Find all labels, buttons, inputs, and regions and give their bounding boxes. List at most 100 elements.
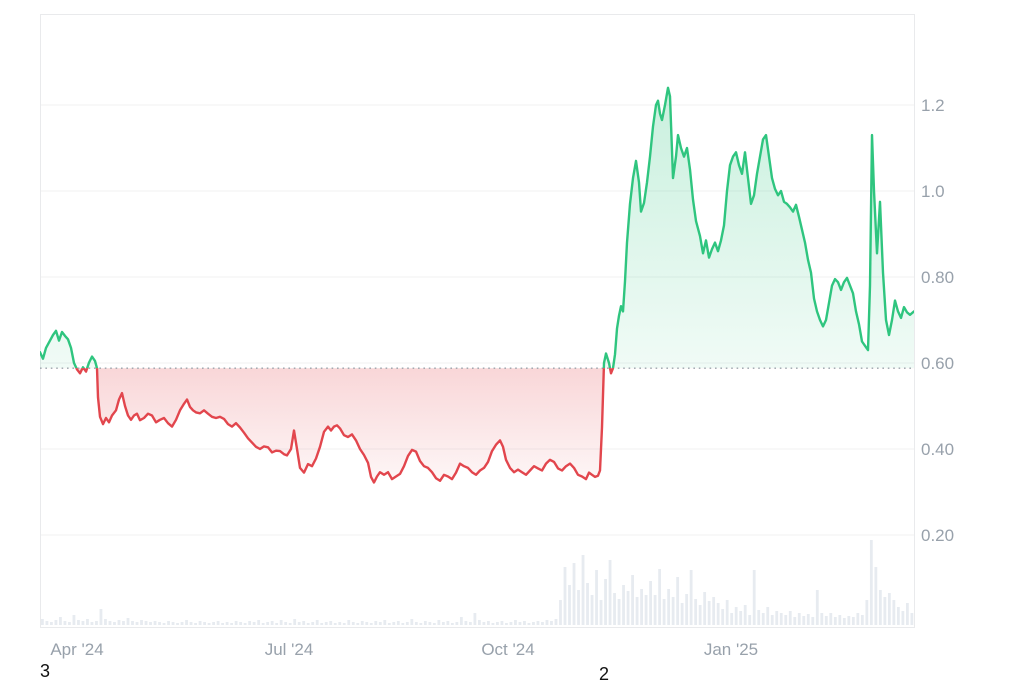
volume-bar (698, 605, 702, 625)
volume-bar (676, 577, 680, 625)
volume-bar (189, 622, 193, 625)
volume-bar (644, 595, 648, 625)
volume-bar (401, 623, 405, 625)
volume-bar (622, 585, 625, 625)
volume-bar (712, 597, 716, 625)
volume-bar (54, 620, 58, 625)
volume-bar (279, 620, 283, 625)
volume-bar (257, 620, 261, 625)
volume-bar (180, 622, 184, 625)
volume-bar (901, 611, 905, 625)
volume-bar (478, 620, 481, 625)
footnote-mid: 2 (599, 664, 610, 683)
y-axis-label: 0.40 (921, 440, 955, 459)
volume-bar (432, 623, 436, 625)
volume-bar (761, 613, 765, 625)
volume-bar (423, 621, 427, 625)
volume-bar (230, 623, 234, 625)
volume-bar (892, 600, 896, 625)
volume-bar (559, 600, 562, 625)
x-axis-label: Oct '24 (481, 640, 535, 659)
volume-bar (99, 609, 103, 625)
volume-bar (847, 616, 851, 625)
volume-bar (496, 622, 499, 625)
volume-bar (153, 621, 157, 625)
volume-bar (829, 613, 833, 625)
volume-bar (838, 615, 842, 625)
price-line-down (75, 368, 615, 484)
volume-bar (149, 622, 152, 625)
volume-bar (378, 622, 382, 625)
volume-bar (716, 603, 720, 625)
volume-bar (649, 581, 652, 625)
volume-bar (194, 623, 197, 625)
x-axis-label: Jul '24 (264, 640, 314, 659)
volume-bar (68, 622, 71, 625)
volume-bar (234, 621, 238, 625)
volume-bar (252, 622, 256, 625)
plot-border (40, 14, 915, 628)
volume-bar (396, 621, 400, 625)
volume-bar (63, 621, 67, 625)
volume-bar (90, 622, 94, 625)
volume-bar (198, 621, 202, 625)
volume-bar (207, 623, 211, 625)
volume-bar (527, 623, 531, 625)
volume-bar (833, 617, 837, 625)
volume-bar (820, 613, 824, 625)
volume-bar (667, 589, 671, 625)
volume-bar (581, 555, 585, 625)
volume-bar (653, 595, 657, 625)
volume-bar (869, 540, 873, 625)
volume-bar (671, 597, 675, 625)
volume-bar (302, 621, 306, 625)
volume-bar (450, 623, 454, 625)
volume-bar (707, 601, 711, 625)
volume-bar (883, 597, 887, 625)
volume-bar (243, 623, 247, 625)
y-axis-label: 0.20 (921, 526, 955, 545)
volume-bar (446, 621, 450, 625)
price-line-up (40, 86, 914, 369)
volume-bar (824, 616, 828, 625)
volume-bar (437, 620, 441, 625)
volume-bar (113, 622, 116, 625)
volume-bar (523, 621, 526, 625)
volume-bar (806, 614, 810, 625)
volume-bar (550, 621, 553, 625)
volume-bar (410, 619, 414, 625)
volume-bar (725, 600, 729, 625)
volume-bar (595, 570, 598, 625)
volume-bar (86, 619, 89, 625)
volume-bar (459, 617, 463, 625)
volume-bar (590, 595, 594, 625)
volume-bar (631, 575, 634, 625)
volume-bar (766, 607, 770, 625)
volume-bar (689, 570, 693, 625)
volume-bar (680, 603, 684, 625)
volume-bar (487, 621, 490, 625)
volume-bar (455, 622, 459, 625)
x-axis-label: Jan '25 (703, 640, 759, 659)
volume-bar (626, 591, 630, 625)
y-axis-label: 0.60 (921, 354, 955, 373)
volume-bar (324, 622, 328, 625)
volume-bar (905, 603, 909, 625)
volume-bar (77, 620, 80, 625)
volume-bar (514, 620, 517, 625)
volume-bar (167, 621, 170, 625)
volume-bar (248, 621, 252, 625)
volume-bar (784, 615, 788, 625)
volume-bar (140, 620, 143, 625)
volume-bar (685, 594, 689, 625)
volume-bar (577, 590, 580, 625)
volume-bar (356, 623, 360, 625)
volume-bar (126, 618, 130, 625)
volume-bar (428, 622, 432, 625)
volume-bar (500, 621, 504, 625)
volume-bar (347, 620, 351, 625)
volume-bar (59, 617, 62, 625)
volume-bar (221, 623, 225, 625)
volume-bar (779, 613, 783, 625)
